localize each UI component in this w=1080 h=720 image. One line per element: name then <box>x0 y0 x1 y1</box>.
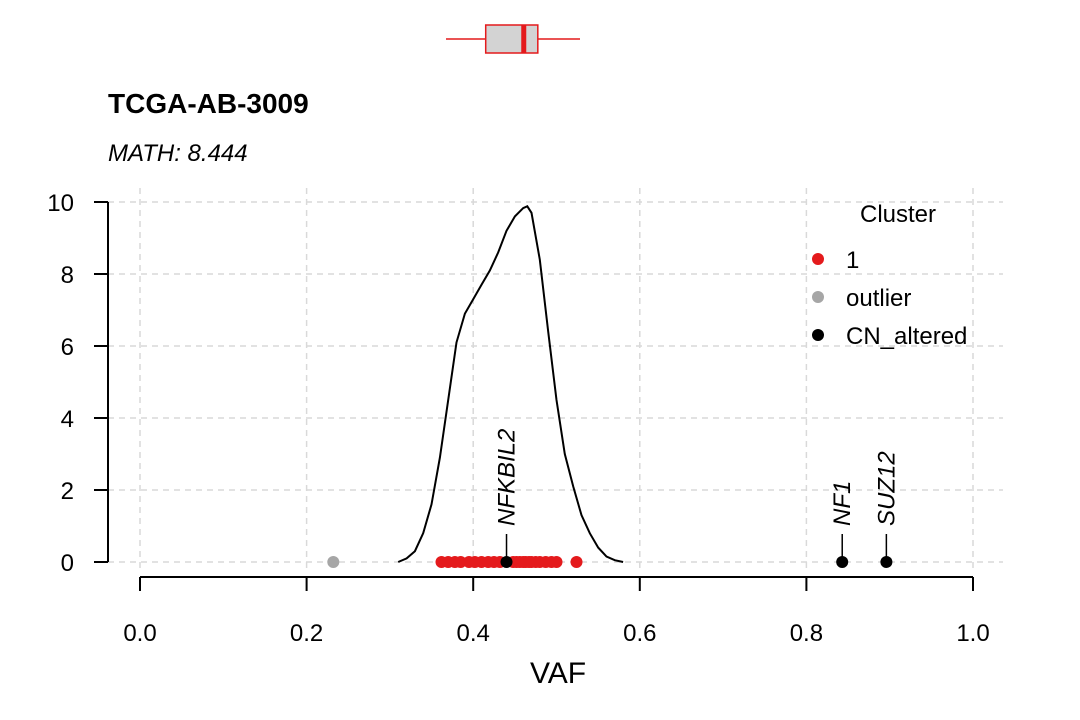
driver-label-nfkbil2: NFKBIL2 <box>494 429 521 526</box>
legend-title: Cluster <box>860 201 936 228</box>
point-cn-altered-0 <box>500 556 513 568</box>
data-points <box>327 556 893 568</box>
chart-subtitle: MATH: 8.444 <box>108 140 248 167</box>
legend-marker-1 <box>812 253 824 265</box>
legend-label-outlier: outlier <box>846 285 911 312</box>
density-line <box>397 205 624 563</box>
density-curve <box>397 205 624 563</box>
x-tick-label-0: 0.0 <box>123 620 156 647</box>
y-tick-label-4: 8 <box>61 262 74 289</box>
point-1-22 <box>570 556 583 568</box>
x-tick-label-5: 1.0 <box>956 620 989 647</box>
boxplot-summary <box>446 24 580 54</box>
y-tick-label-3: 6 <box>61 334 74 361</box>
legend-label-1: 1 <box>846 247 859 274</box>
x-tick-label-3: 0.6 <box>623 620 656 647</box>
y-tick-label-1: 2 <box>61 478 74 505</box>
driver-label-suz12: SUZ12 <box>873 451 900 526</box>
point-1-3 <box>454 556 467 568</box>
x-tick-label-2: 0.4 <box>457 620 490 647</box>
point-outlier-0 <box>327 556 340 568</box>
legend-label-cn-altered: CN_altered <box>846 323 967 350</box>
boxplot-box <box>484 24 539 54</box>
x-axis-label: VAF <box>530 657 586 690</box>
x-tick-label-1: 0.2 <box>290 620 323 647</box>
y-tick-label-2: 4 <box>61 406 74 433</box>
driver-labels: NFKBIL2 NF1 SUZ12 <box>494 429 900 561</box>
point-cn-altered-2 <box>880 556 893 568</box>
point-cn-altered-1 <box>836 556 849 568</box>
grid <box>108 188 1003 570</box>
y-tick-label-0: 0 <box>61 550 74 577</box>
x-tick-label-4: 0.8 <box>790 620 823 647</box>
legend-marker-outlier <box>812 291 824 303</box>
y-tick-label-5: 10 <box>47 190 74 217</box>
legend-marker-cn-altered <box>812 329 824 341</box>
driver-label-nf1: NF1 <box>829 481 856 526</box>
chart-title: TCGA-AB-3009 <box>108 88 309 119</box>
point-1-21 <box>550 556 563 568</box>
legend: Cluster 1 outlier CN_altered <box>812 201 967 350</box>
axes: 0.0 0.2 0.4 0.6 0.8 1.0 0 2 4 6 8 10 <box>47 190 989 647</box>
